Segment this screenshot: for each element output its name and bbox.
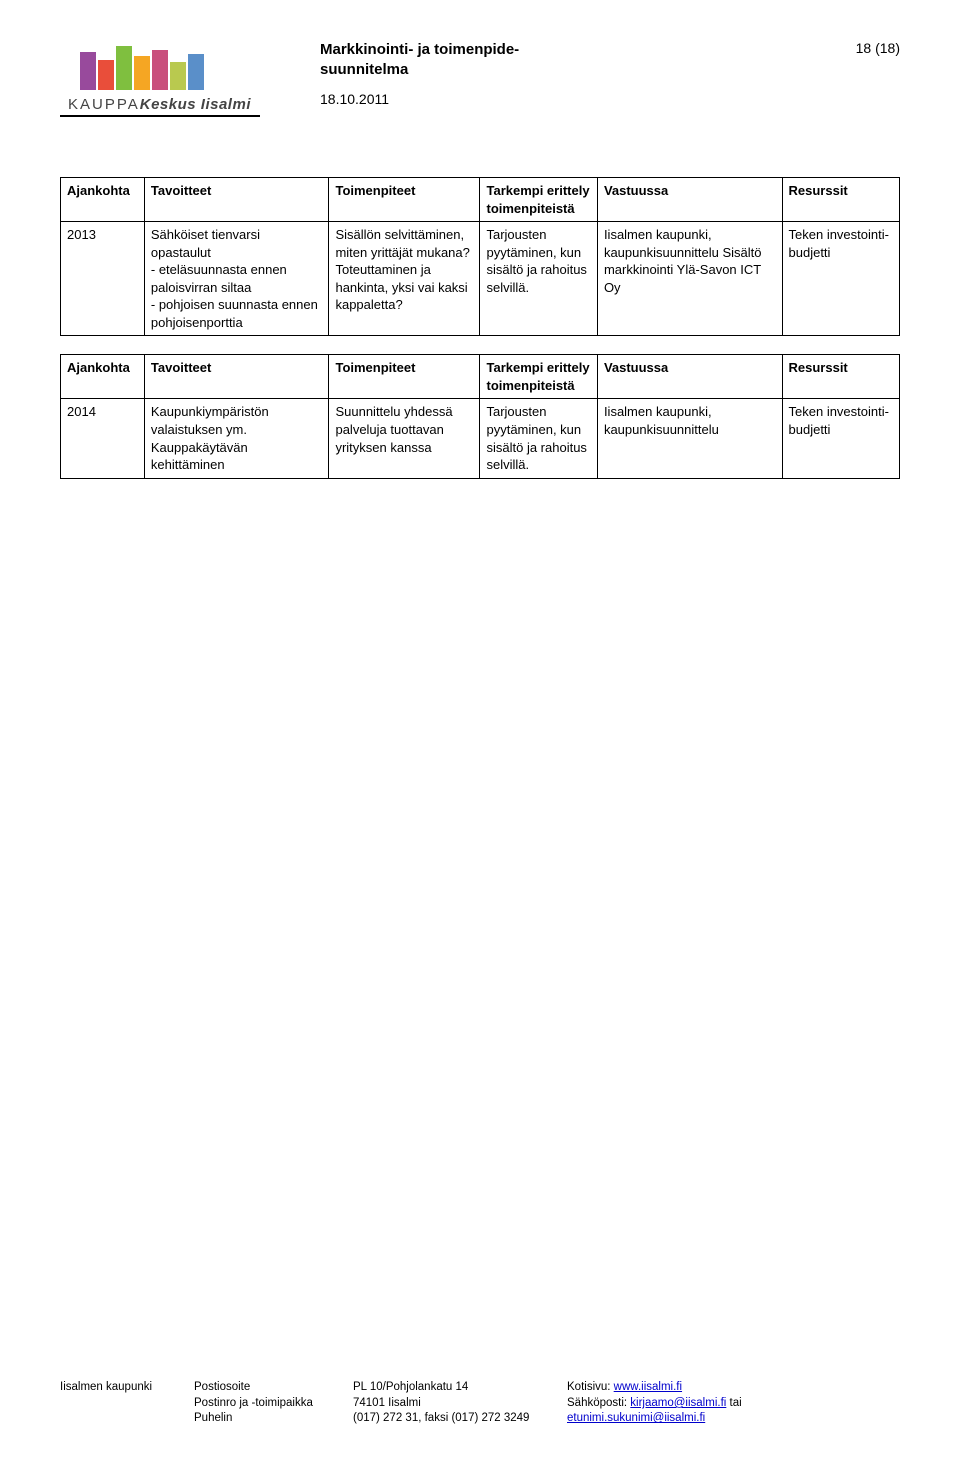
page-header: KAUPPAKeskus Iisalmi Markkinointi- ja to… bbox=[60, 40, 900, 117]
th-time: Ajankohta bbox=[61, 355, 145, 399]
cell-goals: Sähköiset tienvarsi opastaulut - eteläsu… bbox=[144, 222, 329, 336]
cell-actions: Sisällön selvittäminen, miten yrittäjät … bbox=[329, 222, 480, 336]
tables-area: Ajankohta Tavoitteet Toimenpiteet Tarkem… bbox=[60, 177, 900, 479]
footer-postal: 74101 Iisalmi bbox=[353, 1396, 553, 1412]
table-row: 2013 Sähköiset tienvarsi opastaulut - et… bbox=[61, 222, 900, 336]
cell-detail: Tarjousten pyytäminen, kun sisältö ja ra… bbox=[480, 222, 597, 336]
th-time: Ajankohta bbox=[61, 178, 145, 222]
th-detail: Tarkempi erittely toimenpiteistä bbox=[480, 355, 597, 399]
th-goals: Tavoitteet bbox=[144, 355, 329, 399]
footer-col-3: PL 10/Pohjolankatu 14 74101 Iisalmi (017… bbox=[353, 1380, 553, 1427]
plan-table-2014: Ajankohta Tavoitteet Toimenpiteet Tarkem… bbox=[60, 354, 900, 478]
footer-website-row: Kotisivu: www.iisalmi.fi bbox=[567, 1380, 900, 1396]
th-goals: Tavoitteet bbox=[144, 178, 329, 222]
th-detail: Tarkempi erittely toimenpiteistä bbox=[480, 178, 597, 222]
footer-col-4: Kotisivu: www.iisalmi.fi Sähköposti: kir… bbox=[567, 1380, 900, 1427]
cell-detail: Tarjousten pyytäminen, kun sisältö ja ra… bbox=[480, 399, 597, 478]
th-resp: Vastuussa bbox=[597, 355, 782, 399]
table-row: 2014 Kaupunkiympäristön valaistuksen ym.… bbox=[61, 399, 900, 478]
footer-address: PL 10/Pohjolankatu 14 bbox=[353, 1380, 553, 1396]
footer-website-label: Kotisivu: bbox=[567, 1381, 614, 1393]
doc-date: 18.10.2011 bbox=[320, 91, 820, 107]
doc-title-line2: suunnitelma bbox=[320, 61, 408, 78]
page-number: 18 (18) bbox=[820, 40, 900, 56]
footer-phone: (017) 272 31, faksi (017) 272 3249 bbox=[353, 1411, 553, 1427]
th-actions: Toimenpiteet bbox=[329, 355, 480, 399]
th-res: Resurssit bbox=[782, 178, 899, 222]
cell-goals: Kaupunkiympäristön valaistuksen ym. Kaup… bbox=[144, 399, 329, 478]
header-title-block: Markkinointi- ja toimenpide- suunnitelma… bbox=[280, 40, 820, 107]
cell-resp: Iisalmen kaupunki, kaupunkisuunnittelu S… bbox=[597, 222, 782, 336]
cell-time: 2013 bbox=[61, 222, 145, 336]
footer-email-row: Sähköposti: kirjaamo@iisalmi.fi tai bbox=[567, 1396, 900, 1412]
th-resp: Vastuussa bbox=[597, 178, 782, 222]
logo-text: KAUPPAKeskus Iisalmi bbox=[60, 92, 260, 117]
footer-col-2: Postiosoite Postinro ja -toimipaikka Puh… bbox=[194, 1380, 339, 1427]
footer-email-link[interactable]: kirjaamo@iisalmi.fi bbox=[630, 1397, 726, 1409]
footer-org: Iisalmen kaupunki bbox=[60, 1380, 180, 1396]
logo: KAUPPAKeskus Iisalmi bbox=[60, 40, 280, 117]
cell-actions: Suunnittelu yhdessä palveluja tuottavan … bbox=[329, 399, 480, 478]
table-header-row: Ajankohta Tavoitteet Toimenpiteet Tarkem… bbox=[61, 355, 900, 399]
logo-text-3: Iisalmi bbox=[196, 96, 251, 113]
doc-title-line1: Markkinointi- ja toimenpide- bbox=[320, 41, 519, 58]
th-res: Resurssit bbox=[782, 355, 899, 399]
table-header-row: Ajankohta Tavoitteet Toimenpiteet Tarkem… bbox=[61, 178, 900, 222]
doc-title: Markkinointi- ja toimenpide- suunnitelma bbox=[320, 40, 820, 79]
th-actions: Toimenpiteet bbox=[329, 178, 480, 222]
footer-label-address: Postiosoite bbox=[194, 1380, 339, 1396]
footer-col-1: Iisalmen kaupunki bbox=[60, 1380, 180, 1427]
page-footer: Iisalmen kaupunki Postiosoite Postinro j… bbox=[60, 1380, 900, 1427]
logo-graphic bbox=[80, 40, 280, 90]
cell-time: 2014 bbox=[61, 399, 145, 478]
footer-email-suffix: tai bbox=[726, 1397, 741, 1409]
cell-res: Teken investointi-budjetti bbox=[782, 222, 899, 336]
footer-label-postal: Postinro ja -toimipaikka bbox=[194, 1396, 339, 1412]
logo-text-1: KAUPPA bbox=[68, 96, 140, 113]
footer-label-phone: Puhelin bbox=[194, 1411, 339, 1427]
cell-res: Teken investointi-budjetti bbox=[782, 399, 899, 478]
footer-email2-link[interactable]: etunimi.sukunimi@iisalmi.fi bbox=[567, 1412, 705, 1424]
logo-text-2: Keskus bbox=[140, 96, 196, 113]
footer-email-label: Sähköposti: bbox=[567, 1397, 630, 1409]
footer-website-link[interactable]: www.iisalmi.fi bbox=[614, 1381, 682, 1393]
footer-email2-row: etunimi.sukunimi@iisalmi.fi bbox=[567, 1411, 900, 1427]
cell-resp: Iisalmen kaupunki, kaupunkisuunnittelu bbox=[597, 399, 782, 478]
plan-table-2013: Ajankohta Tavoitteet Toimenpiteet Tarkem… bbox=[60, 177, 900, 336]
